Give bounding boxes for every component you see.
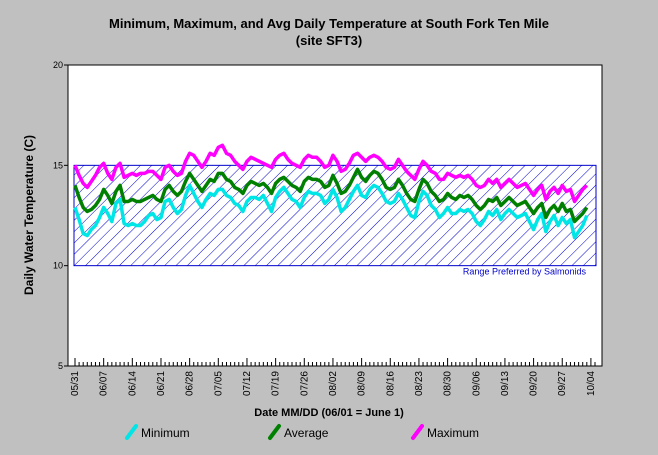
y-tick-label: 5 [58,361,63,371]
x-tick-label: 07/12 [242,371,253,396]
legend-label: Maximum [427,426,479,440]
x-tick-label: 08/02 [328,371,339,396]
legend: Minimum Average Maximum [125,424,479,440]
x-tick-label: 07/19 [271,371,282,396]
legend-item-minimum: Minimum [125,424,190,440]
x-tick-label: 08/16 [385,371,396,396]
x-tick-label: 06/07 [99,371,110,396]
x-tick-label: 08/23 [414,371,425,396]
x-tick-label: 06/28 [185,371,196,396]
y-tick-label: 15 [53,160,63,170]
x-tick-label: 06/21 [156,371,167,396]
series-line-maximum [73,143,589,204]
x-axis-label: Date MM/DD (06/01 = June 1) [254,407,404,419]
y-axis-label: Daily Water Temperature (C) [22,135,36,295]
legend-swatch [268,424,281,440]
series-line-minimum [73,183,589,240]
x-tick-label: 06/14 [127,371,138,396]
x-tick-label: 08/09 [357,371,368,396]
x-tick-label: 09/27 [557,371,568,396]
series-line-average [73,167,589,224]
range-band-label: Range Preferred by Salmonids [463,267,587,277]
x-tick-label: 07/05 [213,371,224,396]
legend-label: Minimum [141,426,190,440]
x-tick-label: 05/31 [70,371,81,396]
x-tick-label: 09/06 [471,371,482,396]
chart-subtitle: (site SFT3) [296,33,362,48]
legend-swatch [125,424,138,440]
x-tick-label: 09/13 [500,371,511,396]
x-tick-label: 09/20 [529,371,540,396]
legend-item-average: Average [268,424,329,440]
x-tick-label: 08/30 [443,371,454,396]
y-tick-label: 10 [53,261,63,271]
y-tick-label: 20 [53,60,63,70]
x-axis: 05/31 06/07 06/14 06/21 06/28 07/05 07/12 07/19… [70,358,597,396]
x-tick-label: 10/04 [586,371,597,396]
legend-item-maximum: Maximum [411,424,479,440]
x-tick-label: 07/26 [299,371,310,396]
legend-label: Average [284,426,329,440]
chart-title: Minimum, Maximum, and Avg Daily Temperat… [109,16,549,31]
y-axis: 5 10 15 20 [53,60,68,371]
series-lines [73,143,589,240]
legend-swatch [411,424,424,440]
